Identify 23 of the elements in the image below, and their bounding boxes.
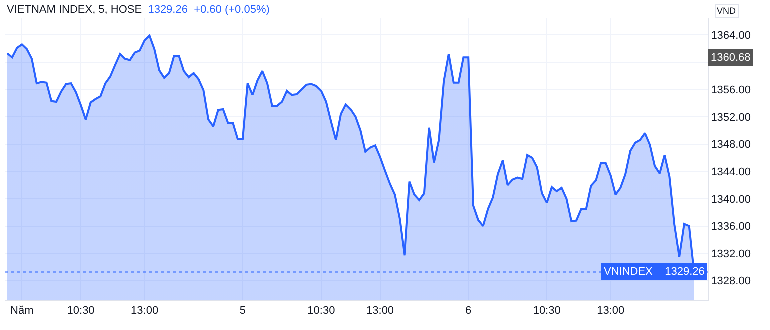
ref-line-label: VNINDEX 1329.26 [604,266,705,278]
y-tick-label: 1356.00 [711,84,751,97]
y-tick-label: 1332.00 [711,248,751,260]
y-tick-label: 1352.00 [711,112,751,124]
x-tick-label: 13:00 [597,305,625,318]
text: 1360.68 [711,52,751,64]
y-tick-label: 1340.00 [711,194,751,206]
y-tick-label: 1336.00 [711,221,751,234]
x-tick-label: Năm [10,305,34,318]
chart-subtitle: 1329.26 +0.60 (+0.05%) [148,4,270,16]
x-tick-label: 10:30 [308,305,336,318]
chart-title: VIETNAM INDEX, 5, HOSE [7,4,142,16]
y-tick-label: 1344.00 [711,166,751,178]
y-axis-title: VND [717,6,736,16]
y-tick-label: 1364.00 [711,30,751,42]
y-tick-label: 1328.00 [711,276,751,288]
x-tick-label: 10:30 [533,305,561,318]
y-tick-label: 1348.00 [711,139,751,152]
x-tick-label: 5 [240,305,246,318]
x-tick-label: 13:00 [366,305,394,318]
x-tick-label: 13:00 [131,305,159,318]
x-tick-label: 10:30 [67,305,95,318]
x-tick-label: 6 [466,305,472,318]
